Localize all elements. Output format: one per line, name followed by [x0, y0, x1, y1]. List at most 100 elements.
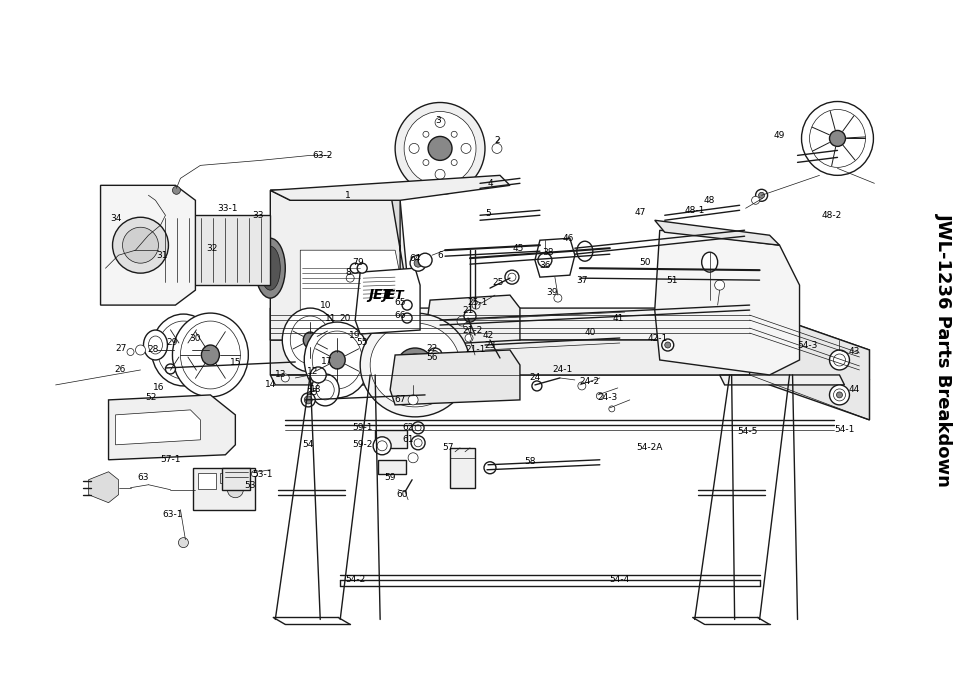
Circle shape: [609, 406, 615, 412]
Circle shape: [423, 132, 429, 137]
Polygon shape: [270, 340, 870, 420]
Circle shape: [414, 259, 422, 267]
Ellipse shape: [282, 308, 339, 372]
Text: 38: 38: [542, 248, 553, 257]
Text: 21-1: 21-1: [466, 346, 486, 354]
Circle shape: [409, 453, 418, 463]
Circle shape: [428, 348, 442, 362]
Circle shape: [431, 351, 439, 359]
Circle shape: [830, 350, 850, 370]
Circle shape: [410, 256, 426, 271]
Text: 14: 14: [265, 380, 276, 389]
Polygon shape: [270, 175, 510, 200]
Text: 39: 39: [546, 288, 557, 297]
Text: 59-1: 59-1: [352, 424, 372, 433]
Circle shape: [304, 396, 313, 404]
Circle shape: [423, 160, 429, 165]
Text: 54-2A: 54-2A: [637, 443, 663, 452]
Text: 37: 37: [576, 276, 588, 285]
Text: 53-1: 53-1: [252, 470, 272, 480]
Polygon shape: [270, 375, 395, 385]
Polygon shape: [535, 238, 574, 277]
Text: 31: 31: [156, 251, 168, 260]
Text: 11: 11: [324, 314, 336, 323]
Ellipse shape: [830, 130, 846, 146]
Text: 15: 15: [229, 358, 241, 368]
Circle shape: [373, 437, 391, 455]
Text: 26: 26: [115, 365, 127, 375]
Polygon shape: [108, 395, 235, 460]
Circle shape: [451, 160, 457, 165]
Bar: [378, 460, 406, 474]
Text: 54: 54: [302, 440, 314, 449]
Text: 4: 4: [487, 178, 493, 188]
Text: 41: 41: [612, 314, 623, 323]
Circle shape: [281, 374, 290, 382]
Text: 48-1: 48-1: [685, 206, 705, 215]
Polygon shape: [88, 472, 119, 503]
Text: 54-5: 54-5: [737, 427, 758, 436]
Ellipse shape: [149, 336, 162, 354]
Circle shape: [112, 217, 169, 273]
Circle shape: [830, 385, 850, 405]
Circle shape: [596, 393, 603, 400]
Text: 20: 20: [339, 314, 351, 323]
Text: 16: 16: [152, 384, 164, 393]
Circle shape: [127, 349, 134, 356]
Circle shape: [465, 334, 473, 342]
Text: 50: 50: [639, 258, 650, 267]
Text: 51: 51: [666, 276, 677, 285]
Text: 2: 2: [494, 136, 500, 145]
Polygon shape: [655, 230, 800, 375]
Text: 17: 17: [320, 358, 332, 367]
Ellipse shape: [291, 316, 330, 364]
Text: 57-1: 57-1: [160, 455, 180, 464]
Ellipse shape: [428, 136, 452, 160]
Ellipse shape: [152, 314, 216, 386]
Text: 60: 60: [396, 490, 408, 499]
Circle shape: [833, 354, 846, 366]
Circle shape: [484, 462, 496, 474]
Polygon shape: [115, 410, 200, 444]
Text: 57: 57: [442, 443, 454, 452]
Text: 48: 48: [704, 196, 715, 205]
Ellipse shape: [802, 102, 874, 175]
Text: 63: 63: [138, 473, 150, 482]
Text: 54-1: 54-1: [834, 426, 854, 434]
Ellipse shape: [175, 341, 192, 359]
Text: 67: 67: [394, 395, 406, 405]
Polygon shape: [750, 308, 870, 420]
Circle shape: [409, 144, 419, 153]
Text: 43: 43: [849, 347, 860, 356]
Polygon shape: [101, 186, 196, 305]
Text: 24-3: 24-3: [597, 393, 618, 402]
Text: 55: 55: [357, 337, 368, 346]
Circle shape: [123, 228, 158, 263]
Text: 52: 52: [145, 393, 156, 402]
Ellipse shape: [201, 345, 220, 365]
Text: 3: 3: [435, 116, 441, 125]
Text: 63-1: 63-1: [162, 510, 183, 519]
Polygon shape: [270, 308, 870, 380]
Text: 48-2: 48-2: [821, 211, 842, 220]
Text: 36: 36: [539, 260, 550, 270]
Text: 5: 5: [485, 209, 491, 218]
Text: 56: 56: [427, 354, 438, 363]
Text: 46: 46: [562, 234, 573, 243]
Bar: [221, 473, 232, 483]
Circle shape: [497, 357, 503, 363]
Circle shape: [578, 382, 586, 390]
Circle shape: [377, 441, 387, 451]
Polygon shape: [719, 375, 845, 385]
Circle shape: [714, 280, 725, 290]
Circle shape: [662, 339, 674, 351]
Circle shape: [357, 263, 367, 273]
Circle shape: [492, 144, 502, 153]
Ellipse shape: [139, 224, 172, 276]
Polygon shape: [300, 250, 405, 330]
Ellipse shape: [144, 330, 168, 360]
Text: 9: 9: [358, 258, 363, 267]
Circle shape: [227, 482, 244, 498]
Circle shape: [418, 253, 433, 267]
Polygon shape: [270, 190, 410, 340]
